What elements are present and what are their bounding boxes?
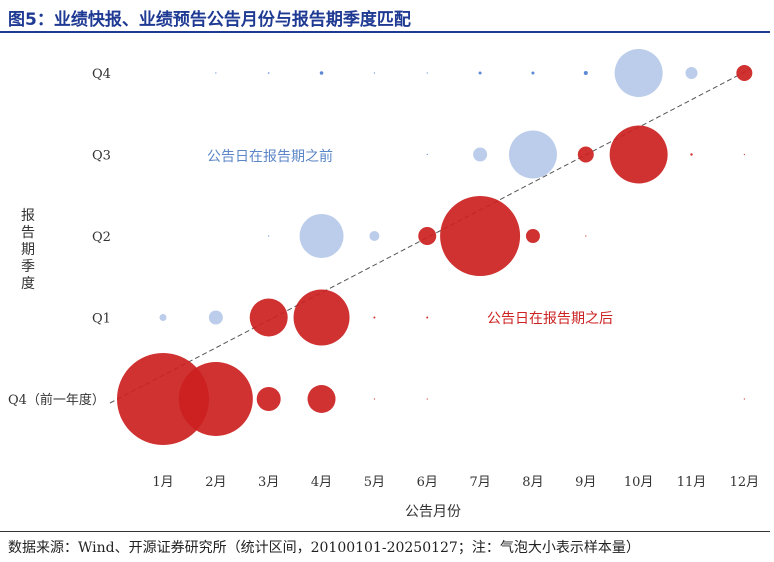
annotation-before: 公告日在报告期之前 — [207, 149, 333, 165]
x-tick-label: 9月 — [575, 475, 596, 490]
source-note: 数据来源：Wind、开源证券研究所（统计区间，20100101-20250127… — [8, 540, 640, 556]
bubble-6m-Q4（前一年度） — [426, 398, 428, 400]
bubble-11m-Q4 — [685, 67, 698, 79]
bubble-12m-Q4 — [736, 65, 753, 81]
y-tick-label: Q4（前一年度） — [8, 392, 105, 408]
x-tick-label: 2月 — [205, 475, 226, 490]
y-tick-label: Q2 — [92, 230, 111, 245]
y-axis-label: 报告期季度 — [21, 208, 35, 292]
bubble-1m-Q1 — [159, 314, 167, 321]
bubble-12m-Q3 — [743, 153, 745, 156]
y-tick-label: Q4 — [92, 67, 111, 82]
x-tick-label: 10月 — [624, 475, 654, 490]
bubble-6m-Q3 — [426, 153, 428, 156]
bubble-7m-Q2 — [440, 196, 521, 276]
bubble-11m-Q3 — [690, 153, 693, 156]
bubble-3m-Q2 — [268, 235, 270, 237]
x-tick-label: 5月 — [364, 475, 385, 490]
bubble-6m-Q4 — [426, 72, 428, 74]
chart-title: 图5：业绩快报、业绩预告公告月份与报告期季度匹配 — [8, 10, 411, 30]
x-tick-label: 6月 — [417, 475, 438, 490]
x-tick-label: 3月 — [258, 475, 279, 490]
bubble-5m-Q4（前一年度） — [373, 398, 375, 400]
bubble-7m-Q3 — [473, 147, 488, 162]
bubble-5m-Q2 — [369, 231, 380, 241]
bubble-4m-Q1 — [293, 289, 350, 346]
bubble-8m-Q2 — [525, 229, 540, 243]
bubble-10m-Q4 — [614, 49, 663, 97]
y-tick-label: Q3 — [92, 149, 111, 164]
bubble-9m-Q3 — [577, 146, 594, 163]
bubble-5m-Q4 — [373, 72, 375, 74]
x-tick-label: 4月 — [311, 475, 332, 490]
y-tick-label: Q1 — [92, 312, 111, 327]
bubble-5m-Q1 — [373, 316, 376, 319]
x-tick-label: 12月 — [730, 475, 760, 490]
bubble-7m-Q4 — [478, 71, 482, 75]
bubble-4m-Q2 — [299, 214, 344, 258]
x-tick-label: 8月 — [522, 475, 543, 490]
bubble-8m-Q4 — [531, 71, 535, 75]
bubble-9m-Q2 — [585, 235, 587, 237]
bubble-3m-Q4（前一年度） — [256, 387, 281, 411]
bubble-3m-Q1 — [249, 298, 288, 337]
footer-rule — [0, 531, 770, 532]
bubble-2m-Q4 — [215, 72, 217, 74]
annotation-after: 公告日在报告期之后 — [487, 311, 613, 327]
bubble-3m-Q4 — [267, 72, 270, 74]
x-tick-label: 7月 — [469, 475, 490, 490]
bubble-10m-Q3 — [609, 125, 668, 184]
bubble-6m-Q2 — [418, 227, 437, 245]
bubble-2m-Q4（前一年度） — [178, 362, 253, 436]
x-axis-label: 公告月份 — [405, 504, 461, 520]
bubble-9m-Q4 — [583, 71, 588, 75]
bubble-2m-Q1 — [208, 310, 223, 325]
bubble-8m-Q3 — [508, 130, 557, 179]
bubble-6m-Q1 — [426, 316, 429, 319]
title-rule — [0, 31, 770, 33]
bubble-12m-Q4（前一年度） — [743, 398, 745, 400]
bubble-chart: Q4（前一年度） Q1 Q2 Q3 Q4 1月 2月 3月 4月 5月 6月 7月 8月 9月 10月 11… — [8, 49, 760, 490]
x-tick-label: 1月 — [152, 475, 173, 490]
bubble-1m-Q4（前一年度） — [117, 353, 209, 445]
bubble-4m-Q4 — [319, 71, 324, 75]
bubble-4m-Q4（前一年度） — [307, 385, 336, 413]
x-tick-label: 11月 — [677, 475, 707, 490]
